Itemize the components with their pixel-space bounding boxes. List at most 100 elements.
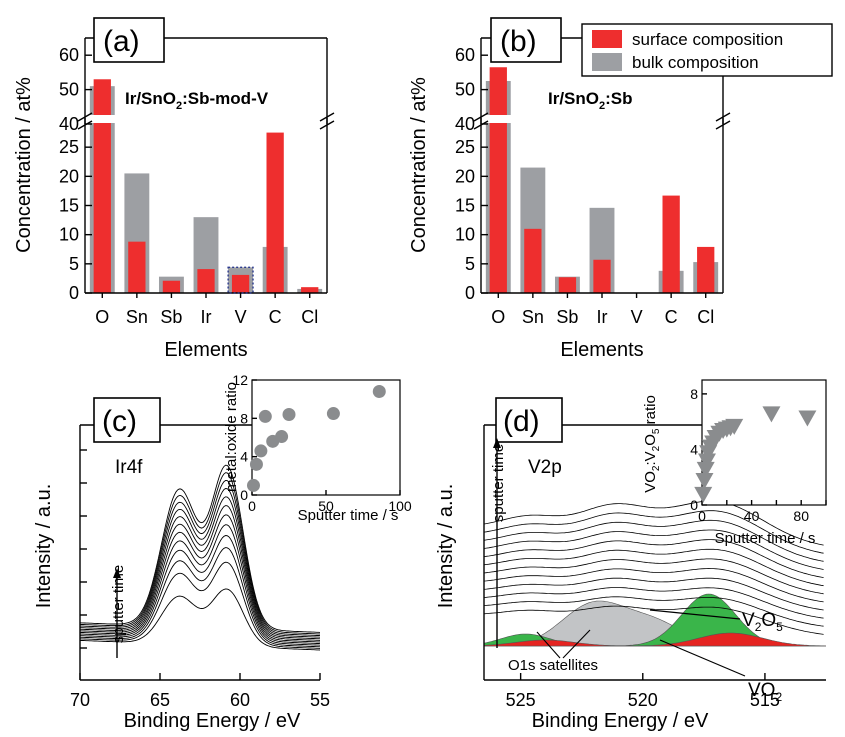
panel-c-sputter-arrow — [113, 568, 121, 658]
panel-c-inset-y-tick-label: 8 — [240, 410, 248, 426]
panel-b-y-tick-label: 25 — [455, 137, 475, 157]
panel-a-bar-surface-Cl — [301, 287, 319, 293]
panel-b-x-tick-label-V: V — [631, 307, 643, 327]
panel-c-spectrum-line — [79, 547, 321, 648]
panel-c-inset-point — [275, 430, 289, 444]
panel-a-y-tick-label: 40 — [59, 114, 79, 134]
panel-c-x-tick-label: 70 — [70, 690, 90, 710]
panel-a-axis-break-band — [83, 115, 329, 123]
panel-b-y-tick-label: 50 — [455, 80, 475, 100]
panel-d-inset-x-tick-label: 40 — [744, 508, 760, 524]
panel-d-inset-point — [798, 410, 817, 427]
panel-a-bar-surface-V — [231, 274, 250, 293]
panel-d-inset-point — [694, 486, 713, 503]
panel-a-y-tick-label: 15 — [59, 196, 79, 216]
legend-box — [581, 23, 833, 77]
panel-b-x-tick-label-Cl: Cl — [697, 307, 714, 327]
panel-c-spectrum-line — [79, 505, 321, 641]
panel-d-x-tick-label: 515 — [750, 690, 780, 710]
panel-d-spectrum-line — [483, 519, 824, 562]
panel-a-y-tick-label: 25 — [59, 137, 79, 157]
panel-b-break-mark — [715, 112, 731, 122]
panel-a-v-highlight — [227, 266, 254, 294]
panel-c-inset-point — [372, 385, 386, 398]
panel-a-break-mark — [319, 120, 335, 130]
panel-c-spectrum-line — [79, 480, 321, 637]
panel-d-inset: 0 40 80 0 4 8 — [690, 379, 827, 524]
panel-a-y-tick-label: 60 — [59, 45, 79, 65]
panel-a-y-tick-label: 20 — [59, 166, 79, 186]
panel-c-region: Ir4f — [115, 457, 143, 478]
panel-a-x-tick-label-O: O — [95, 307, 109, 327]
panel-b-y-tick-label: 15 — [455, 196, 475, 216]
panel-c-inset-x-tick-label: 0 — [248, 498, 256, 514]
panel-b-bar-surface-C — [662, 195, 680, 293]
panel-c-inset-point — [326, 407, 340, 421]
panel-c-inset-y-tick-label: 12 — [232, 372, 248, 388]
panel-b-x-tick-label-Sb: Sb — [556, 307, 578, 327]
panel-d-inset-point — [696, 461, 715, 478]
panel-c-spectrum-line — [79, 496, 321, 640]
panel-b-bar-surface-Cl — [697, 246, 715, 293]
panel-a-break-mark — [77, 112, 93, 122]
panel-b-y-title: Concentration / at% — [408, 77, 430, 253]
panel-d-spectrum-line — [483, 587, 824, 619]
panel-c: 70 65 60 55 (c) Ir4f sputter time Intensity… — [33, 372, 412, 732]
panel-d-spectrum-line — [483, 577, 824, 611]
panel-d-region: V2p — [528, 457, 562, 478]
panel-d-inset-y-tick-label: 8 — [690, 386, 698, 402]
panel-b-y-tick-label: 60 — [455, 45, 475, 65]
panel-a-bar-surface-Sb — [162, 280, 181, 293]
panel-a-x-tick-label-Sn: Sn — [126, 307, 148, 327]
panel-a-y-tick-label: 10 — [59, 225, 79, 245]
panel-c-x-tick-label: 60 — [230, 690, 250, 710]
panel-d-inset-point — [695, 473, 714, 489]
panel-c-inset-x-tick-label: 100 — [388, 498, 412, 514]
panel-c-spectra — [79, 464, 321, 651]
panel-b-axis-break-band — [479, 115, 725, 123]
panel-a: 0 5 10 15 20 25 40 50 60 O Sn Sb Ir V C Cl (a) Ir/SnO2:… — [13, 17, 335, 361]
legend-surface-label: surface composition — [632, 30, 783, 49]
panel-b-bar-surface-O — [489, 67, 507, 294]
panel-c-spectrum-line — [79, 588, 321, 651]
legend-bulk-label: bulk composition — [632, 53, 759, 72]
panel-c-y-title: Intensity / a.u. — [33, 484, 55, 609]
panel-a-label-box — [93, 17, 165, 63]
panel-c-inset-x-title: Sputter time / s — [298, 507, 399, 524]
panel-a-y-tick-label: 5 — [69, 254, 79, 274]
legend: surface composition bulk composition — [581, 23, 833, 77]
panel-c-label-box — [93, 397, 161, 443]
panel-c-inset-y-title: metal:oxide ratio — [223, 382, 240, 492]
panel-c-inset: 0 50 100 0 4 8 12 — [232, 372, 411, 514]
panel-d-label-box — [495, 397, 563, 443]
panel-b-bar-surface-Sb — [558, 277, 577, 293]
panel-a-axes: 0 5 10 15 20 25 40 50 60 O Sn Sb Ir V C Cl — [59, 37, 335, 327]
panel-c-spectrum-line — [79, 514, 321, 643]
panel-b-y-tick-label: 10 — [455, 225, 475, 245]
panel-a-bar-surface-C — [266, 132, 284, 293]
panel-d-v2o5-label: V2O5 — [742, 610, 783, 634]
panel-c-inset-point — [258, 409, 272, 423]
panel-d-x-title: Binding Energy / eV — [532, 710, 709, 732]
panel-c-inset-y-tick-label: 4 — [240, 449, 248, 465]
panel-d-inset-y-tick-label: 4 — [690, 441, 698, 457]
panel-c-x-tick-label: 55 — [310, 690, 330, 710]
panel-a-bar-surface-O — [93, 79, 111, 293]
panel-c-label: (c) — [102, 405, 137, 438]
panel-d-spectrum-line — [483, 510, 824, 554]
panel-b-y-tick-label: 5 — [465, 254, 475, 274]
panel-b-break-mark — [473, 112, 489, 122]
panel-d-spectrum-line — [483, 500, 824, 546]
panel-c-spectrum-line — [79, 472, 321, 635]
panel-b-x-tick-label-C: C — [665, 307, 678, 327]
panel-a-bar-surface-Sn — [128, 241, 146, 293]
panel-d-inset-x-tick-label: 80 — [793, 508, 809, 524]
panel-a-x-tick-label-C: C — [269, 307, 282, 327]
panel-a-x-title: Elements — [164, 339, 247, 361]
panel-c-inset-x-tick-label: 50 — [318, 498, 334, 514]
panel-d-inset-point — [725, 418, 744, 435]
panel-d-x-tick-label: 525 — [506, 690, 536, 710]
panel-c-inset-point — [282, 408, 296, 421]
panel-d-y-title: Intensity / a.u. — [435, 484, 457, 609]
